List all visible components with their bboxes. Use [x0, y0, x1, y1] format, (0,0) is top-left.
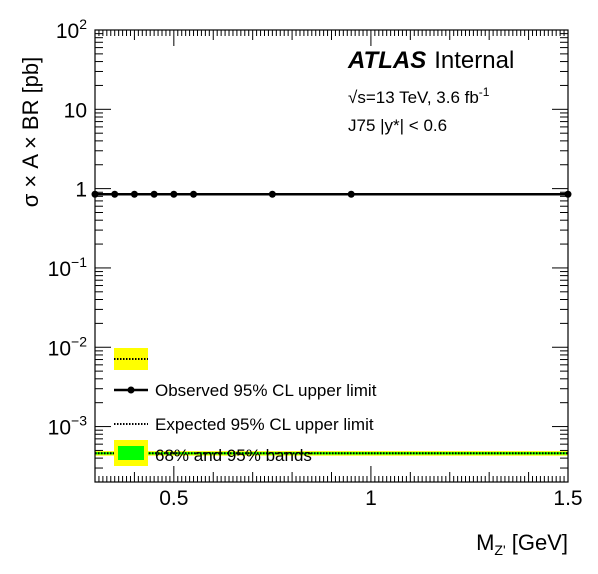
energy-lumi-text: √s=13 TeV, 3.6 fb — [348, 88, 479, 107]
selection-label: J75 |y*| < 0.6 — [348, 116, 447, 135]
y-tick-label: 10−2 — [48, 333, 88, 360]
legend-bands-label: 68% and 95% bands — [155, 446, 312, 465]
y-tick-label-exponent: −1 — [71, 254, 87, 270]
x-axis-label-main: M — [476, 530, 494, 555]
observed-limit-point — [130, 190, 138, 198]
y-tick-label-base: 1 — [75, 179, 87, 202]
y-tick-label-base: 10 — [48, 417, 71, 440]
x-tick-label: 1 — [365, 487, 377, 510]
legend-95-swatch-empty — [114, 348, 148, 370]
ticks-layer — [94, 29, 569, 483]
x-axis-label-sub: Z' — [494, 542, 505, 558]
y-tick-label: 10−3 — [48, 413, 88, 440]
series-layer — [91, 190, 572, 455]
bands-layer — [95, 451, 568, 456]
band-68 — [95, 452, 568, 455]
atlas-label: ATLAS Internal — [347, 47, 514, 74]
y-tick-label-base: 10 — [48, 258, 71, 281]
legend: Observed 95% CL upper limit Expected 95%… — [114, 348, 377, 466]
y-tick-label-exponent: 2 — [79, 16, 87, 32]
y-tick-label-exponent: −2 — [71, 333, 87, 349]
y-tick-label: 10−1 — [48, 254, 88, 281]
observed-limit-point — [150, 190, 158, 198]
lumi-exponent: -1 — [479, 85, 490, 99]
observed-limit-point — [111, 190, 119, 198]
y-tick-label-base: 10 — [56, 20, 79, 43]
legend-68-swatch — [118, 446, 144, 460]
observed-limit-point — [190, 190, 198, 198]
y-axis-label: σ × A × BR [pb] — [18, 57, 43, 208]
atlas-word: ATLAS — [347, 47, 426, 74]
y-tick-label-exponent: −3 — [71, 413, 87, 429]
x-axis-label-unit: [GeV] — [506, 530, 568, 555]
x-axis-label: MZ' [GeV] — [476, 530, 568, 558]
legend-expected-label: Expected 95% CL upper limit — [155, 415, 374, 434]
internal-word: Internal — [434, 47, 514, 74]
observed-limit-point — [347, 190, 355, 198]
y-tick-label-base: 10 — [64, 99, 87, 122]
legend-observed-marker — [127, 386, 135, 394]
x-tick-label: 1.5 — [553, 487, 582, 510]
observed-limit-point — [268, 190, 276, 198]
legend-observed-label: Observed 95% CL upper limit — [155, 381, 377, 400]
y-tick-label-base: 10 — [48, 337, 71, 360]
observed-limit-point — [170, 190, 178, 198]
x-tick-label: 0.5 — [159, 487, 188, 510]
y-tick-label: 10 — [64, 99, 87, 122]
y-tick-label: 1 — [75, 179, 87, 202]
energy-lumi-label: √s=13 TeV, 3.6 fb-1 — [348, 85, 490, 107]
y-tick-label: 102 — [56, 16, 87, 43]
